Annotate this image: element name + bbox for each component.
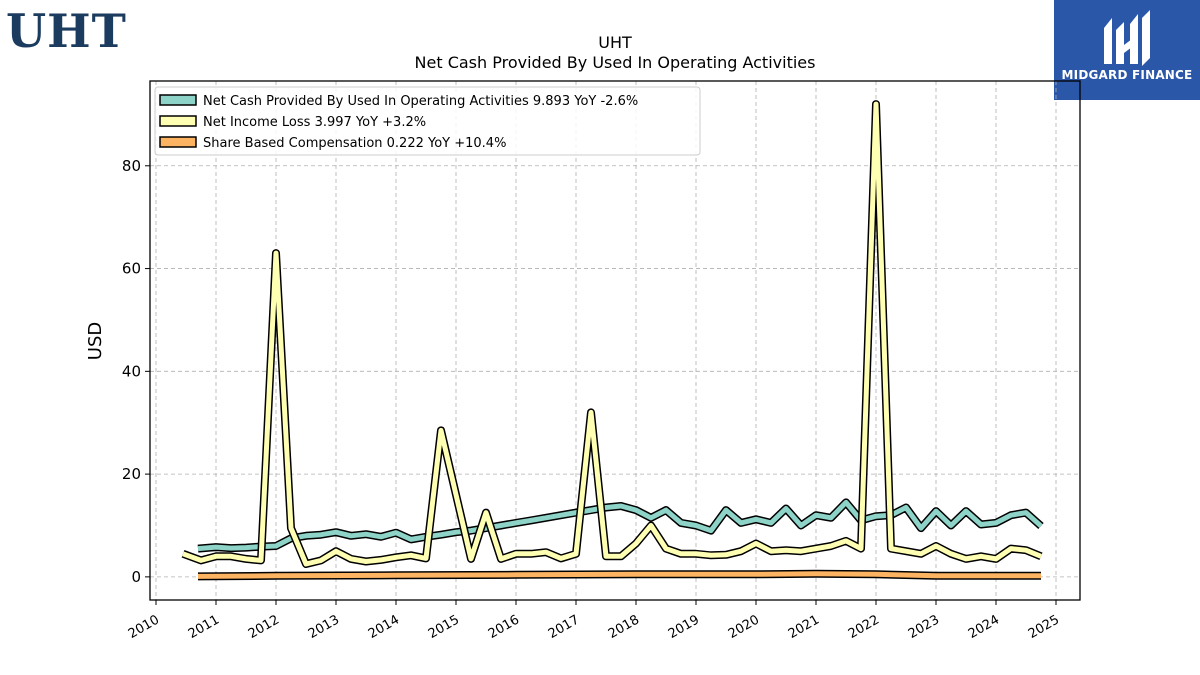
y-tick-label: 0 [131,568,141,586]
midgard-logo-icon [1102,8,1152,70]
y-tick-label: 20 [122,465,141,483]
x-tick-label: 2024 [966,612,1002,642]
x-tick-label: 2016 [486,612,522,642]
x-tick-label: 2015 [426,612,462,642]
y-tick-label: 60 [122,260,141,278]
x-tick-label: 2012 [246,612,282,642]
series-line-outline-net-cash-provided-by-used-in-operating-activities [197,498,1044,553]
legend-label: Net Income Loss 3.997 YoY +3.2% [203,115,426,130]
x-tick-label: 2010 [126,612,162,642]
x-tick-label: 2022 [846,612,882,642]
legend-swatch [159,94,197,106]
x-tick-label: 2011 [186,612,222,642]
series-line-net-cash-provided-by-used-in-operating-activities [197,499,1043,552]
x-tick-label: 2025 [1026,612,1062,642]
legend: Net Cash Provided By Used In Operating A… [154,86,701,156]
legend-label: Net Cash Provided By Used In Operating A… [203,94,638,109]
plot-frame [149,80,1081,601]
chart-title: UHT [598,33,632,52]
legend-label: Share Based Compensation 0.222 YoY +10.4… [203,136,506,151]
y-tick-label: 80 [122,157,141,175]
x-tick-label: 2014 [366,612,402,642]
legend-swatch [159,136,197,148]
series-line-net-income-loss [182,101,1042,567]
ticker-logo: UHT [6,4,127,58]
brand-name: MIDGARD FINANCE [1061,68,1193,82]
x-tick-label: 2021 [786,612,822,642]
x-tick-label: 2023 [906,612,942,642]
x-tick-label: 2013 [306,612,342,642]
x-tick-label: 2020 [726,612,762,642]
plot-lines [181,100,1044,581]
series-line-outline-net-income-loss [181,100,1043,568]
axes: 2010 2011 2012 2013 2014 2015 2016 2017 2018 2019… [122,157,1062,642]
series-line-share-based-compensation [197,571,1042,579]
legend-swatch [159,115,197,127]
brand-logo: MIDGARD FINANCE [1054,0,1200,100]
x-tick-label: 2019 [666,612,702,642]
chart-subtitle: Net Cash Provided By Used In Operating A… [415,53,816,72]
y-axis-label: USD [85,322,106,360]
legend-box [154,86,701,156]
y-tick-label: 40 [122,362,141,380]
x-tick-label: 2018 [606,612,642,642]
x-tick-label: 2017 [546,612,582,642]
